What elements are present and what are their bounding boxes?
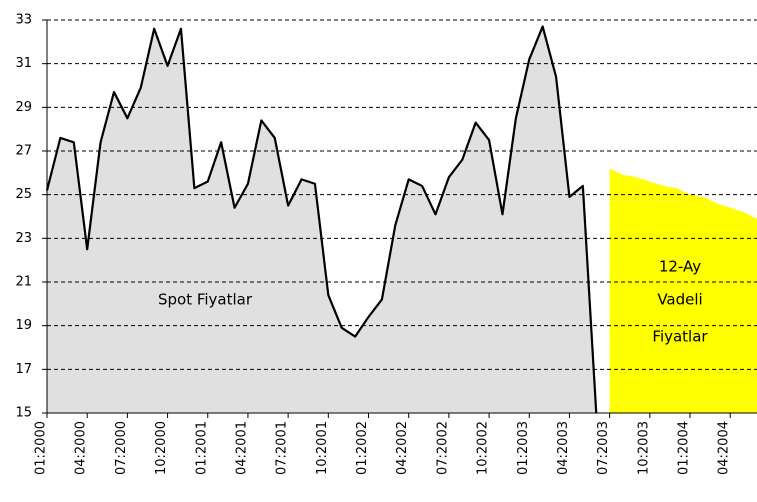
x-tick-label: 10:2002 <box>476 421 491 475</box>
x-tick-label: 04:2000 <box>74 421 89 475</box>
x-tick-label: 01:2001 <box>194 421 209 475</box>
line <box>45 25 598 414</box>
y-tick-label: 33 <box>15 13 32 28</box>
x-tick-label: 04:2002 <box>395 421 410 475</box>
y-tick-label: 31 <box>15 56 32 71</box>
x-tick-label: 07:2001 <box>275 421 290 475</box>
x-tick-label: 01:2000 <box>34 421 49 475</box>
y-tick-label: 29 <box>15 100 32 115</box>
y-tick-label: 25 <box>15 187 32 202</box>
x-tick-label: 10:2001 <box>315 421 330 475</box>
x-tick-label: 10:2003 <box>636 421 651 475</box>
y-tick-label: 27 <box>15 144 32 159</box>
y-tick-label: 23 <box>15 231 32 246</box>
x-tick-label: 01:2003 <box>516 421 531 475</box>
y-tick-label: 17 <box>15 362 32 377</box>
x-tick-label: 04:2001 <box>234 421 249 475</box>
y-tick-label: 19 <box>15 318 32 333</box>
annotation: Fiyatlar <box>652 328 708 346</box>
area <box>609 168 757 413</box>
x-tick-label: 04:2003 <box>556 421 571 475</box>
x-tick-label: 04:2004 <box>717 421 732 475</box>
annotation: 12-Ay <box>659 258 701 276</box>
x-tick-label: 07:2000 <box>114 421 129 475</box>
annotation: Spot Fiyatlar <box>158 291 253 309</box>
area <box>47 26 597 414</box>
y-tick-label: 21 <box>15 275 32 290</box>
y-tick-label: 15 <box>15 406 32 421</box>
x-tick-label: 07:2002 <box>435 421 450 475</box>
x-tick-label: 01:2004 <box>677 421 692 475</box>
annotation: Vadeli <box>657 291 702 309</box>
x-tick-label: 07:2003 <box>596 421 611 475</box>
x-tick-label: 10:2000 <box>154 421 169 475</box>
x-tick-label: 01:2002 <box>355 421 370 475</box>
